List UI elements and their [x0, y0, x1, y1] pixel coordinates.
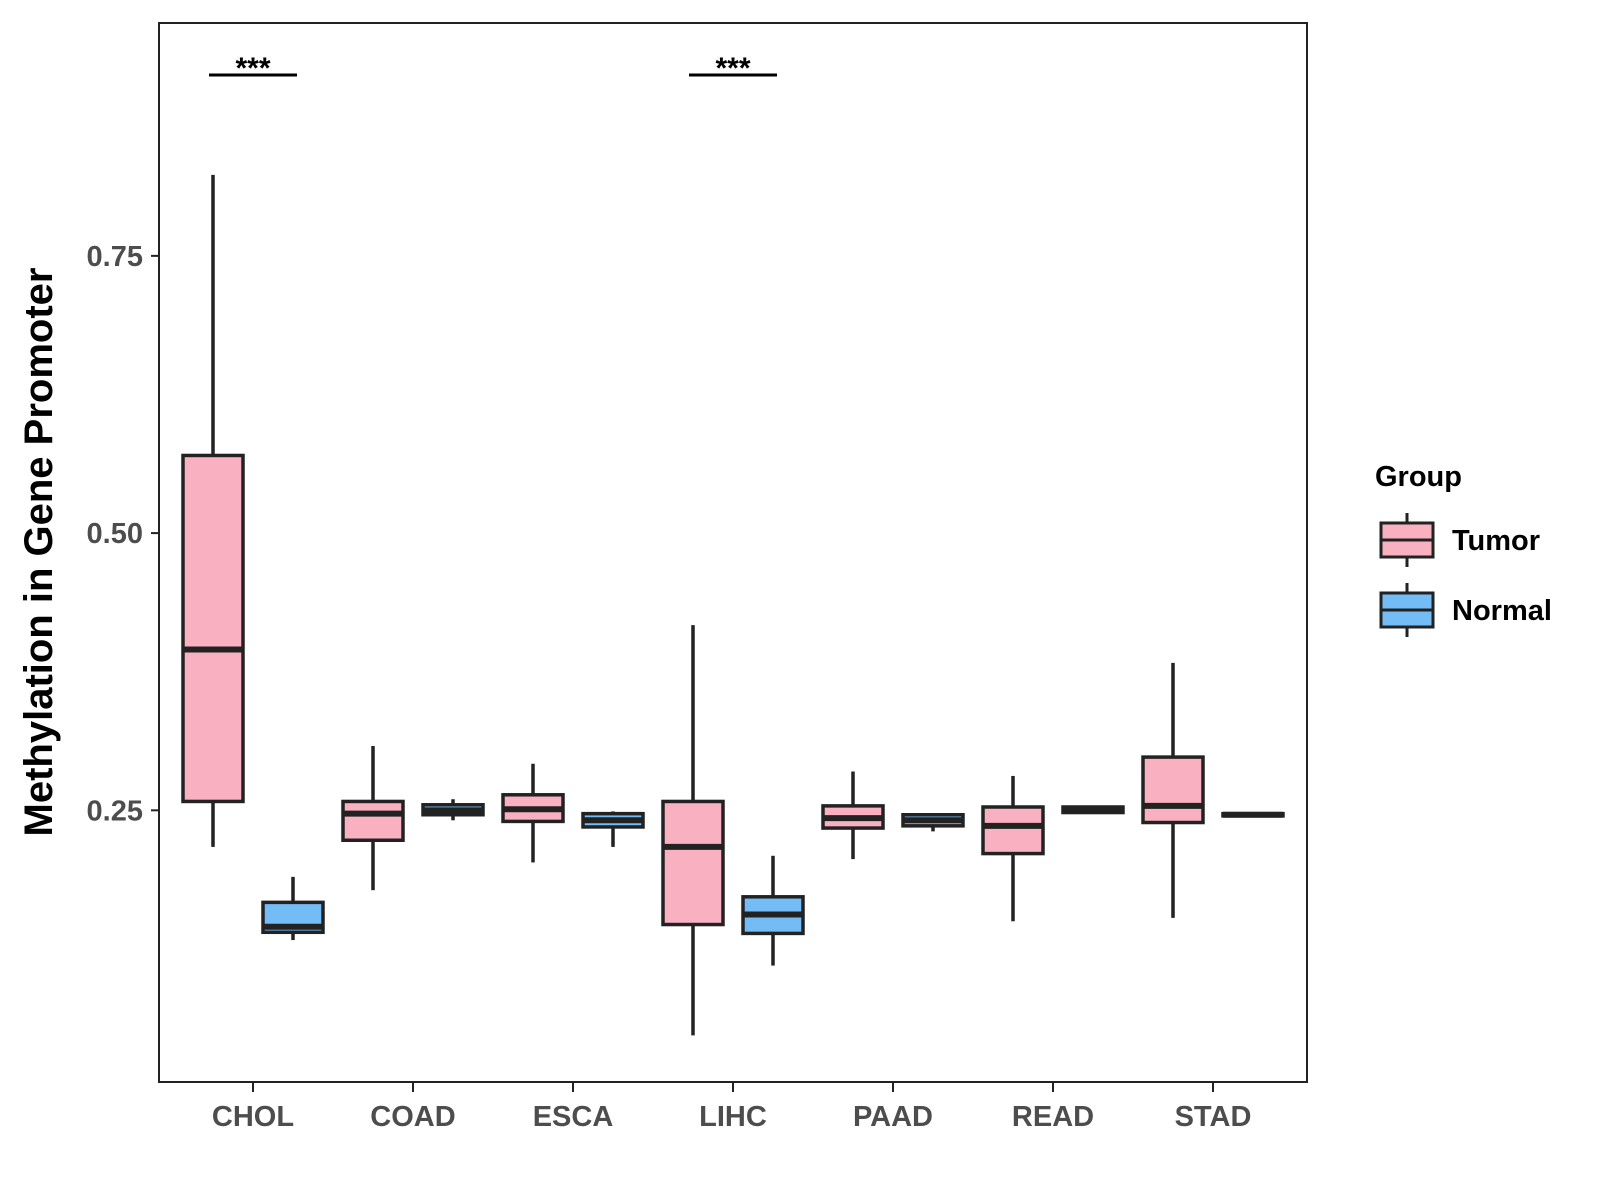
box-tumor-paad [821, 771, 885, 860]
legend-label: Normal [1452, 595, 1552, 627]
box-body [341, 799, 405, 843]
y-tick-label: 0.50 [87, 518, 143, 550]
y-axis: 0.25 0.50 0.75 [87, 241, 159, 827]
boxes-layer [181, 174, 1285, 1036]
box-normal-stad [1221, 811, 1285, 818]
legend-label: Tumor [1452, 525, 1540, 557]
x-tick-label: PAAD [853, 1101, 933, 1133]
x-axis: CHOL COAD ESCA LIHC PAAD READ STAD [212, 1082, 1251, 1133]
significance-annotations: *** *** [209, 52, 777, 85]
box-normal-chol [261, 876, 325, 941]
box-normal-esca [581, 811, 645, 847]
box-body [981, 805, 1045, 856]
x-tick-label: COAD [370, 1101, 455, 1133]
y-tick-label: 0.75 [87, 241, 143, 273]
x-tick-label: ESCA [533, 1101, 614, 1133]
significance-stars: *** [235, 52, 270, 85]
significance-chol: *** [209, 52, 297, 85]
box-tumor-coad [341, 746, 405, 891]
legend-title: Group [1375, 461, 1462, 493]
box-body [181, 453, 245, 804]
box-normal-paad [901, 813, 965, 832]
box-normal-read [1061, 805, 1125, 815]
plot-panel-border [158, 22, 1308, 1083]
box-tumor-lihc [661, 625, 725, 1036]
box-normal-coad [421, 799, 485, 821]
significance-lihc: *** [689, 52, 777, 85]
x-tick-label: LIHC [699, 1101, 767, 1133]
x-tick-label: STAD [1175, 1101, 1252, 1133]
box-normal-lihc [741, 855, 805, 966]
y-axis-title: Methylation in Gene Promoter [17, 268, 61, 837]
box-tumor-esca [501, 763, 565, 863]
box-body [1141, 755, 1205, 825]
significance-stars: *** [715, 52, 750, 85]
legend-entry-normal: Normal [1379, 583, 1552, 637]
x-tick-label: READ [1012, 1101, 1094, 1133]
y-tick-label: 0.25 [87, 795, 143, 827]
legend-entry-tumor: Tumor [1379, 513, 1540, 567]
x-tick-label: CHOL [212, 1101, 294, 1133]
box-tumor-chol [181, 174, 245, 847]
box-tumor-read [981, 775, 1045, 922]
box-tumor-stad [1141, 662, 1205, 918]
box-body [661, 799, 725, 927]
legend: Group Tumor Normal [1375, 461, 1552, 637]
